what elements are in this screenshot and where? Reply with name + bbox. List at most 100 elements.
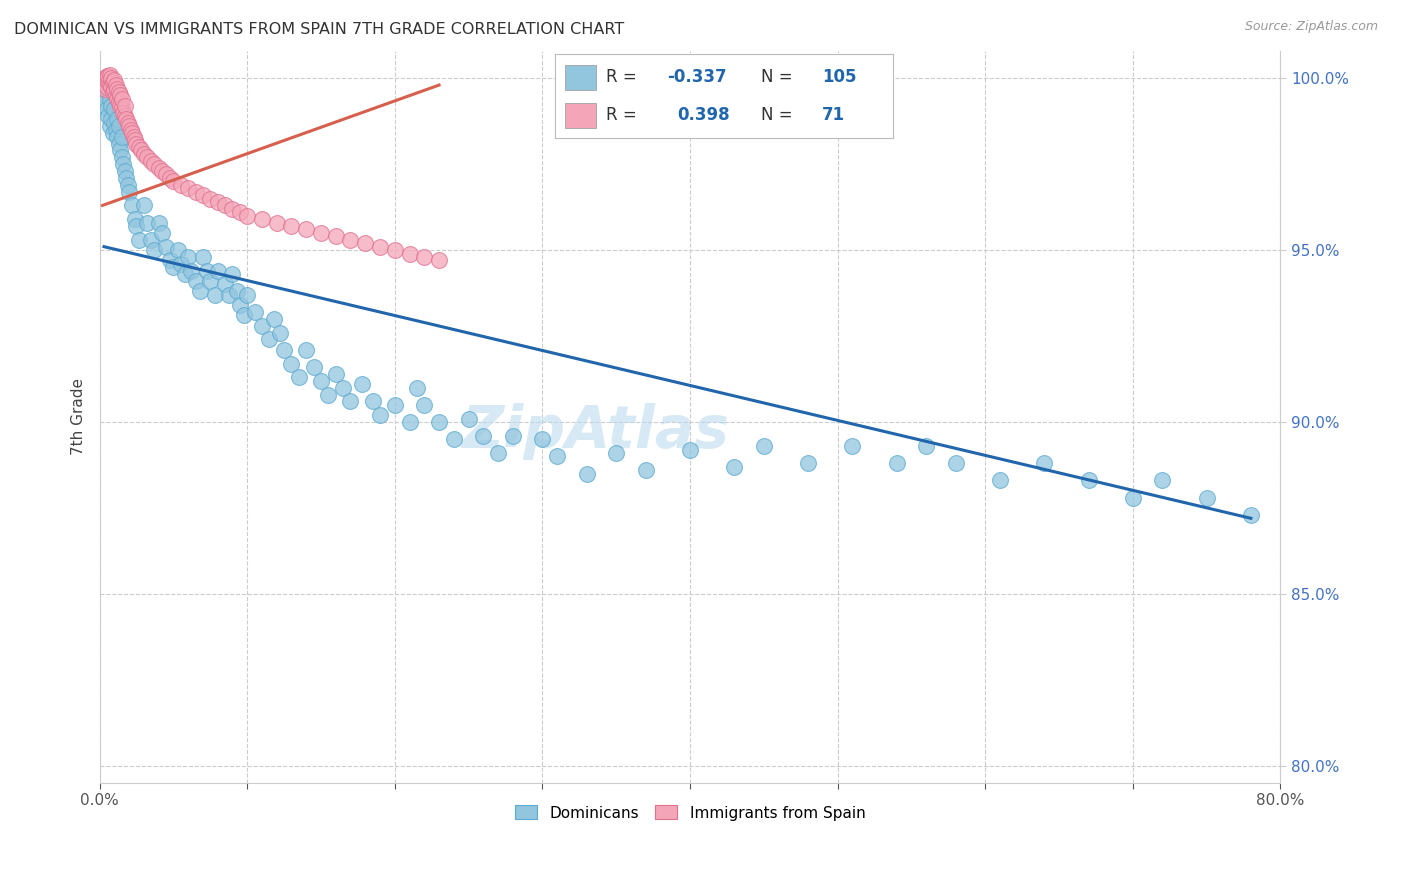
Point xyxy=(162,260,184,275)
Point xyxy=(325,367,347,381)
Point xyxy=(1077,474,1099,488)
Point xyxy=(98,92,121,106)
Point xyxy=(105,129,128,144)
Point xyxy=(332,381,354,395)
Point xyxy=(150,164,173,178)
Point xyxy=(97,75,120,89)
Point xyxy=(679,442,702,457)
Text: Source: ZipAtlas.com: Source: ZipAtlas.com xyxy=(1244,20,1378,33)
Text: 71: 71 xyxy=(823,106,845,124)
Point xyxy=(124,133,146,147)
Point xyxy=(159,170,181,185)
Point xyxy=(915,439,938,453)
Point xyxy=(406,381,429,395)
Point xyxy=(148,216,170,230)
Point xyxy=(427,253,450,268)
Point xyxy=(207,264,229,278)
Point xyxy=(122,129,145,144)
Point xyxy=(295,222,318,236)
Point xyxy=(188,285,211,299)
Point xyxy=(280,219,302,233)
Point xyxy=(94,71,117,86)
Point xyxy=(1195,491,1218,505)
Point xyxy=(288,370,311,384)
Point xyxy=(121,198,143,212)
Point xyxy=(191,250,214,264)
Point xyxy=(413,398,436,412)
Point xyxy=(339,394,361,409)
Point xyxy=(229,298,252,312)
Point xyxy=(180,264,202,278)
Point xyxy=(945,456,967,470)
Point xyxy=(214,198,236,212)
Point xyxy=(141,233,163,247)
Point xyxy=(135,150,157,164)
Point xyxy=(354,236,377,251)
Point xyxy=(309,374,332,388)
Point xyxy=(117,178,139,192)
Point xyxy=(97,70,120,84)
Point xyxy=(457,411,479,425)
Point xyxy=(118,120,141,134)
Point xyxy=(280,357,302,371)
Point xyxy=(546,450,568,464)
Point xyxy=(266,216,288,230)
Text: -0.337: -0.337 xyxy=(666,69,727,87)
Point xyxy=(502,429,524,443)
Point xyxy=(263,311,285,326)
Point xyxy=(162,174,184,188)
Point xyxy=(221,267,243,281)
Point xyxy=(384,398,406,412)
Point xyxy=(398,246,420,260)
Text: R =: R = xyxy=(606,106,647,124)
Point xyxy=(723,459,745,474)
Point xyxy=(143,243,166,257)
Point xyxy=(103,73,125,87)
Text: 105: 105 xyxy=(823,69,856,87)
Point xyxy=(204,287,226,301)
Point xyxy=(110,144,132,158)
Point xyxy=(100,79,122,94)
Point xyxy=(191,188,214,202)
Point xyxy=(114,98,136,112)
Point xyxy=(111,150,134,164)
Point xyxy=(105,112,128,127)
Point xyxy=(752,439,775,453)
Point xyxy=(110,98,132,112)
Point xyxy=(200,274,222,288)
Point xyxy=(841,439,863,453)
Point xyxy=(195,264,218,278)
Point xyxy=(318,387,340,401)
Point xyxy=(174,267,197,281)
Point xyxy=(93,75,115,89)
Point xyxy=(125,136,148,151)
Point xyxy=(117,116,139,130)
Point xyxy=(132,198,155,212)
Point xyxy=(207,194,229,209)
Point xyxy=(112,157,135,171)
Point xyxy=(575,467,598,481)
Point xyxy=(170,178,193,192)
Point xyxy=(1152,474,1174,488)
Point xyxy=(115,112,138,127)
Point xyxy=(184,185,207,199)
Point xyxy=(250,318,273,333)
Point xyxy=(125,219,148,233)
Point xyxy=(413,250,436,264)
Point xyxy=(141,153,163,168)
Point xyxy=(96,102,118,116)
Point xyxy=(221,202,243,216)
Point xyxy=(94,95,117,110)
Text: N =: N = xyxy=(761,69,799,87)
Point xyxy=(114,109,136,123)
Point xyxy=(100,71,122,86)
Point xyxy=(104,88,127,103)
Point xyxy=(103,116,125,130)
Point xyxy=(605,446,627,460)
Point xyxy=(236,209,259,223)
Point xyxy=(101,126,124,140)
Bar xyxy=(565,103,596,128)
Point xyxy=(107,95,129,110)
Point xyxy=(111,100,134,114)
Point xyxy=(104,78,127,92)
